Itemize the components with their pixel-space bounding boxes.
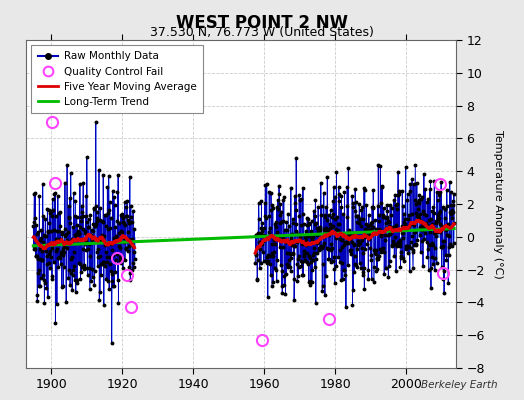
Text: WEST POINT 2 NW: WEST POINT 2 NW xyxy=(176,14,348,32)
Legend: Raw Monthly Data, Quality Control Fail, Five Year Moving Average, Long-Term Tren: Raw Monthly Data, Quality Control Fail, … xyxy=(31,45,203,113)
Text: Berkeley Earth: Berkeley Earth xyxy=(421,380,498,390)
Y-axis label: Temperature Anomaly (°C): Temperature Anomaly (°C) xyxy=(493,130,503,278)
Text: 37.530 N, 76.773 W (United States): 37.530 N, 76.773 W (United States) xyxy=(150,26,374,39)
